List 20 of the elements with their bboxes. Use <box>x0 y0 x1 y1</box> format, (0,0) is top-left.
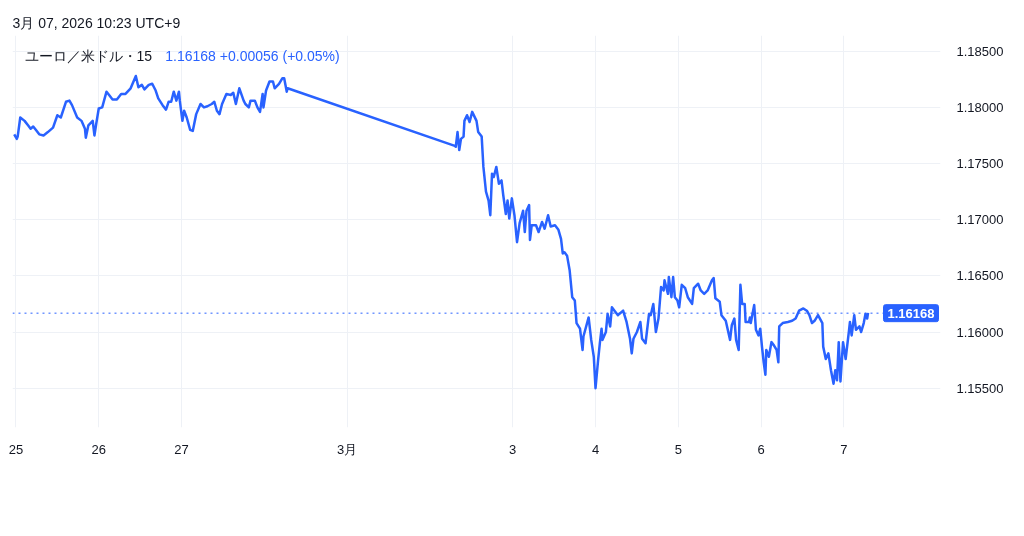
x-tick-label: 6 <box>757 441 765 457</box>
text: ユーロ／米ドル・15 <box>24 47 153 64</box>
y-tick-label: 1.15500 <box>956 380 1004 396</box>
y-tick-label: 1.16000 <box>956 324 1004 340</box>
y-tick-label: 1.18500 <box>956 43 1004 59</box>
x-tick-label: 3月 <box>337 441 358 457</box>
ref-line-label: 1.16168 <box>887 305 935 321</box>
x-tick-label: 5 <box>674 441 682 457</box>
x-tick-label: 26 <box>91 441 106 457</box>
y-tick-label: 1.16500 <box>956 268 1004 284</box>
text: 1.16168 +0.00056 (+0.05%) <box>165 47 340 64</box>
text: 3月 07, 2026 10:23 UTC+9 <box>12 14 181 31</box>
y-tick-label: 1.17500 <box>956 156 1004 172</box>
x-tick-label: 25 <box>8 441 24 457</box>
y-tick-label: 1.17000 <box>956 212 1004 228</box>
x-tick-label: 7 <box>840 441 848 457</box>
x-tick-label: 4 <box>591 441 600 457</box>
x-tick-label: 3 <box>509 441 517 457</box>
y-tick-label: 1.18000 <box>956 99 1004 115</box>
x-tick-label: 27 <box>174 441 189 457</box>
